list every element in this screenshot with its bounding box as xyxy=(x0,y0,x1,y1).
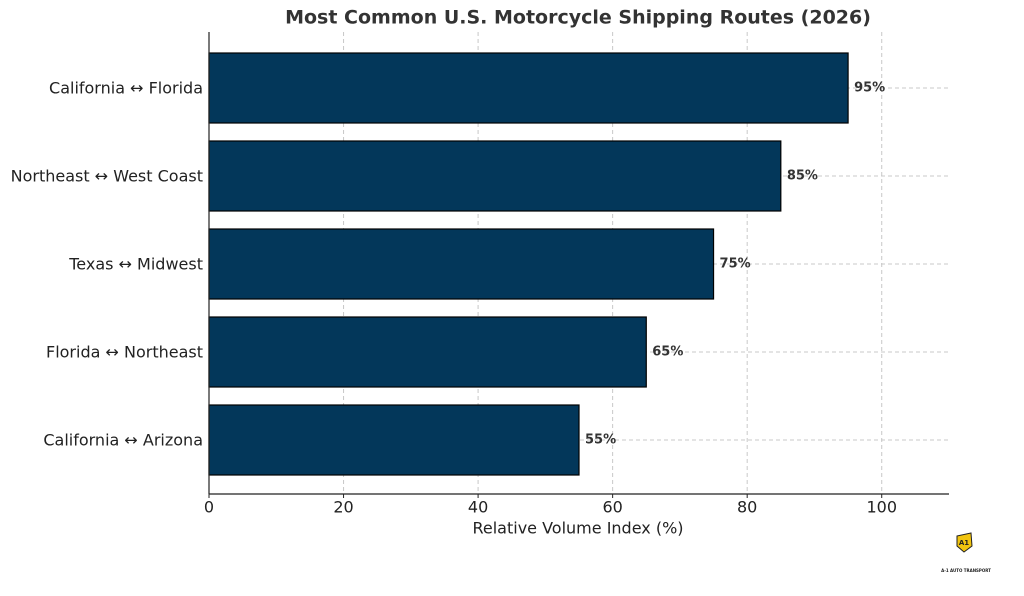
x-axis-label: Relative Volume Index (%) xyxy=(472,519,683,538)
logo-shield xyxy=(956,532,973,553)
chart-title: Most Common U.S. Motorcycle Shipping Rou… xyxy=(285,7,871,29)
logo-text: A-1 AUTO TRANSPORT xyxy=(941,568,991,573)
y-tick-label: Texas ↔ Midwest xyxy=(68,255,203,274)
y-tick-label: California ↔ Arizona xyxy=(43,431,203,450)
x-tick-label: 20 xyxy=(333,498,353,517)
value-label: 65% xyxy=(652,345,683,360)
y-tick-label: Florida ↔ Northeast xyxy=(46,343,203,362)
bar xyxy=(208,404,580,476)
value-label: 75% xyxy=(720,257,751,272)
logo: A1 A-1 AUTO TRANSPORT xyxy=(941,532,991,573)
bar xyxy=(208,52,849,124)
logo-mark: A1 xyxy=(959,539,969,547)
value-label: 95% xyxy=(854,81,885,96)
value-label: 85% xyxy=(787,169,818,184)
x-tick-label: 40 xyxy=(468,498,488,517)
bar xyxy=(208,316,647,388)
bar xyxy=(208,228,715,300)
y-tick-label: Northeast ↔ West Coast xyxy=(11,167,203,186)
x-tick-label: 100 xyxy=(866,498,897,517)
value-label: 55% xyxy=(585,433,616,448)
y-tick-label: California ↔ Florida xyxy=(49,79,203,98)
x-tick-label: 0 xyxy=(204,498,214,517)
x-tick-label: 60 xyxy=(602,498,622,517)
x-tick-label: 80 xyxy=(737,498,757,517)
bar xyxy=(208,140,782,212)
